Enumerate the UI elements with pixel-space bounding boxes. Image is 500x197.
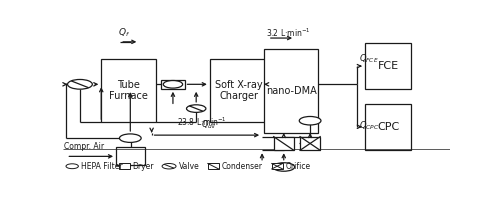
- Text: Valve: Valve: [179, 162, 200, 171]
- Text: HEPA Filter: HEPA Filter: [81, 162, 122, 171]
- Circle shape: [68, 79, 92, 89]
- Text: Orifice: Orifice: [286, 162, 310, 171]
- Bar: [365, 43, 411, 89]
- Text: $Q_{dil}$: $Q_{dil}$: [201, 118, 216, 131]
- Text: Soft X-ray
Charger: Soft X-ray Charger: [215, 80, 262, 101]
- Text: Compr. Air: Compr. Air: [64, 142, 104, 151]
- Bar: [210, 59, 268, 122]
- Circle shape: [162, 164, 176, 169]
- Bar: [365, 104, 411, 150]
- Circle shape: [120, 134, 141, 142]
- Text: FCE: FCE: [378, 61, 398, 71]
- Bar: [272, 164, 282, 169]
- Text: nano-DMA: nano-DMA: [266, 86, 316, 96]
- Text: $Q_{CPC}$: $Q_{CPC}$: [359, 119, 379, 132]
- Text: $Q_f$: $Q_f$: [118, 27, 130, 39]
- Circle shape: [273, 163, 294, 171]
- Bar: [101, 59, 156, 122]
- Bar: [300, 137, 320, 150]
- Text: Tube
Furnace: Tube Furnace: [109, 80, 148, 101]
- Bar: [208, 164, 218, 169]
- Text: 3.2 L·min$^{-1}$: 3.2 L·min$^{-1}$: [266, 26, 310, 39]
- Text: Dryer: Dryer: [132, 162, 154, 171]
- Text: $Q_{FCE}$: $Q_{FCE}$: [359, 53, 378, 65]
- Bar: [264, 49, 318, 133]
- Bar: [274, 137, 294, 150]
- Text: CPC: CPC: [377, 122, 399, 132]
- Circle shape: [186, 105, 206, 112]
- Text: 23.8 L·min$^{-1}$: 23.8 L·min$^{-1}$: [177, 116, 226, 128]
- Circle shape: [66, 164, 78, 169]
- Bar: [116, 147, 145, 165]
- Circle shape: [300, 116, 321, 125]
- Text: Condenser: Condenser: [222, 162, 262, 171]
- Bar: [162, 80, 184, 89]
- Bar: [118, 164, 130, 169]
- Circle shape: [163, 81, 182, 88]
